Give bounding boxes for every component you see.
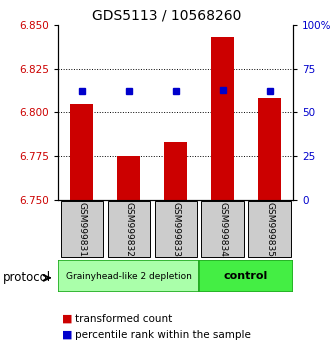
Bar — [155, 201, 197, 257]
Text: GDS5113 / 10568260: GDS5113 / 10568260 — [92, 9, 241, 23]
Bar — [61, 201, 103, 257]
Bar — [211, 37, 234, 200]
Text: protocol: protocol — [3, 272, 52, 284]
Text: GSM999833: GSM999833 — [171, 202, 180, 257]
Text: percentile rank within the sample: percentile rank within the sample — [75, 330, 251, 339]
Bar — [201, 201, 244, 257]
Bar — [108, 201, 150, 257]
Bar — [248, 201, 291, 257]
Bar — [258, 98, 281, 200]
Text: ■: ■ — [62, 314, 72, 324]
Bar — [58, 260, 199, 292]
Bar — [199, 260, 293, 292]
Text: GSM999832: GSM999832 — [124, 202, 133, 257]
Text: GSM999831: GSM999831 — [77, 202, 86, 257]
Text: ■: ■ — [62, 330, 72, 339]
Bar — [117, 156, 141, 200]
Text: Grainyhead-like 2 depletion: Grainyhead-like 2 depletion — [66, 272, 192, 281]
Text: control: control — [224, 271, 268, 281]
Text: transformed count: transformed count — [75, 314, 172, 324]
Text: GSM999834: GSM999834 — [218, 202, 227, 257]
Bar — [70, 104, 94, 200]
Bar — [164, 142, 187, 200]
Text: GSM999835: GSM999835 — [265, 202, 274, 257]
